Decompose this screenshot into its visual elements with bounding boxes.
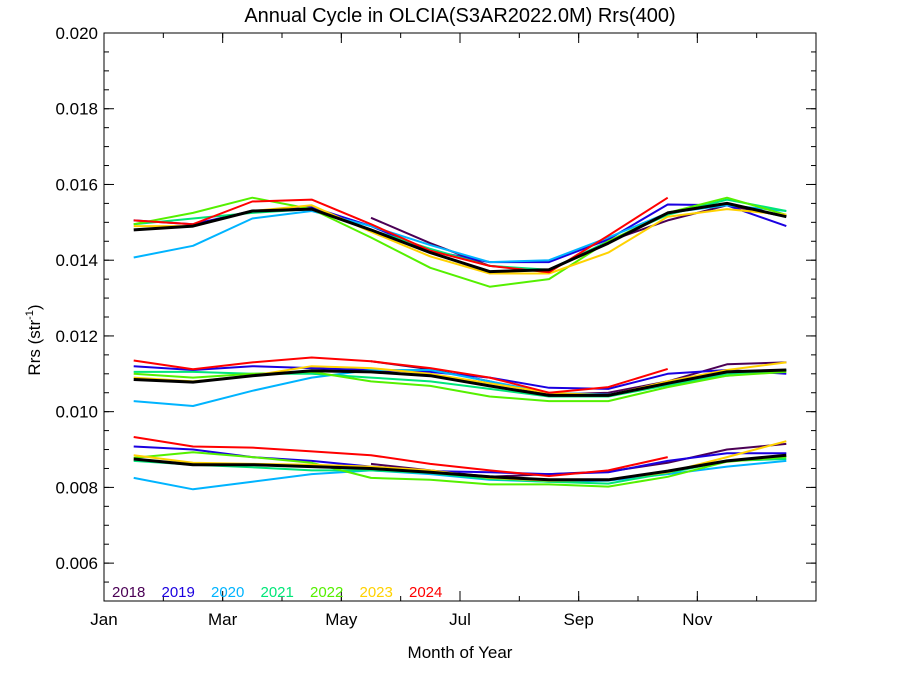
x-axis-label: Month of Year (408, 643, 513, 662)
x-tick-label: May (325, 610, 358, 629)
y-axis-label-main: Rrs (str (25, 320, 44, 376)
series-line-2022-middle (133, 370, 787, 403)
series-line-2024-lower (133, 436, 668, 477)
legend-item-2020: 2020 (211, 584, 244, 601)
legend: 2018 2019 2020 2021 2022 2023 2024 (112, 584, 442, 601)
series-layer (133, 196, 787, 491)
y-tick-label: 0.016 (55, 175, 98, 194)
legend-item-2019: 2019 (162, 584, 195, 601)
x-tick-label: Jan (90, 610, 117, 629)
x-tick-label: Nov (682, 610, 713, 629)
legend-item-2018: 2018 (112, 584, 145, 601)
y-tick-label: 0.006 (55, 554, 98, 573)
chart-title: Annual Cycle in OLCIA(S3AR2022.0M) Rrs(4… (244, 5, 675, 27)
ticks-layer: 0.006 0.008 0.010 0.012 0.014 0.016 0.018 0.020… (55, 24, 817, 629)
y-tick-label: 0.012 (55, 327, 98, 346)
legend-item-2021: 2021 (261, 584, 294, 601)
x-tick-label: Mar (208, 610, 238, 629)
y-tick-label: 0.008 (55, 478, 98, 497)
y-axis-label: Rrs (str-1) (24, 304, 44, 375)
y-axis-label-superscript: -1 (24, 310, 36, 320)
series-line-black-lower (133, 453, 787, 482)
x-tick-label: Jul (449, 610, 471, 629)
plot-frame (103, 32, 817, 602)
legend-item-2022: 2022 (310, 584, 343, 601)
legend-item-2023: 2023 (360, 584, 393, 601)
series-line-2024-upper (133, 196, 669, 274)
x-tick-label: Sep (564, 610, 594, 629)
series-line-2024-middle (133, 356, 668, 394)
y-tick-label: 0.014 (55, 251, 98, 270)
y-tick-label: 0.020 (55, 24, 98, 43)
series-line-2019-lower (133, 445, 787, 476)
series-line-2022-lower (133, 451, 787, 488)
y-tick-label: 0.018 (55, 100, 98, 119)
series-line-black-middle (133, 368, 787, 397)
y-tick-label: 0.010 (55, 403, 98, 422)
legend-item-2024: 2024 (409, 584, 442, 601)
y-axis-label-close: ) (25, 304, 44, 310)
series-line-black-upper (133, 201, 787, 274)
